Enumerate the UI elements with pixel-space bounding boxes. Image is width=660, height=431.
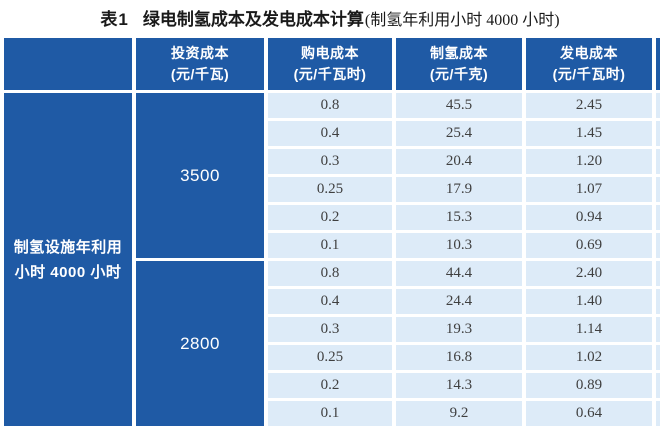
hydrogen-cost-cell: 17.9 bbox=[396, 177, 522, 202]
purchase-cost-cell: 0.25 bbox=[268, 345, 392, 370]
hydrogen-cost-cell: 19.3 bbox=[396, 317, 522, 342]
generation-cost-cell: 1.02 bbox=[526, 345, 652, 370]
header-generation-name: 发电成本 bbox=[560, 45, 618, 61]
purchase-cost-cell: 0.8 bbox=[268, 261, 392, 286]
hydrogen-cost-cell: 44.4 bbox=[396, 261, 522, 286]
generation-cost-cell: 2.40 bbox=[526, 261, 652, 286]
generation-cost-cell: 1.20 bbox=[526, 149, 652, 174]
table-row: 0.25 17.9 1.07 bbox=[4, 177, 660, 202]
header-investment-name: 投资成本 bbox=[171, 45, 229, 61]
generation-cost-cell: 1.45 bbox=[526, 121, 652, 146]
header-hydrogen-cost: 制氢成本 (元/千克) bbox=[396, 38, 522, 90]
row-label-line1: 制氢设施年利用 bbox=[13, 238, 123, 256]
cropped-cell bbox=[656, 345, 660, 370]
table-row: 0.3 19.3 1.14 bbox=[4, 317, 660, 342]
header-purchase-unit: (元/千瓦时) bbox=[293, 66, 367, 82]
hydrogen-cost-cell: 45.5 bbox=[396, 93, 522, 118]
header-generation-cost: 发电成本 (元/千瓦时) bbox=[526, 38, 652, 90]
hydrogen-cost-cell: 16.8 bbox=[396, 345, 522, 370]
table-row: 0.3 20.4 1.20 bbox=[4, 149, 660, 174]
header-hydrogen-unit: (元/千克) bbox=[429, 66, 489, 82]
hydrogen-cost-cell: 9.2 bbox=[396, 401, 522, 426]
header-corner-cell bbox=[4, 38, 132, 90]
purchase-cost-cell: 0.2 bbox=[268, 373, 392, 398]
purchase-cost-cell: 0.2 bbox=[268, 205, 392, 230]
generation-cost-cell: 2.45 bbox=[526, 93, 652, 118]
cropped-cell bbox=[656, 177, 660, 202]
purchase-cost-cell: 0.8 bbox=[268, 93, 392, 118]
table-row: 0.4 24.4 1.40 bbox=[4, 289, 660, 314]
cropped-cell bbox=[656, 93, 660, 118]
table-row: 0.4 25.4 1.45 bbox=[4, 121, 660, 146]
cropped-cell bbox=[656, 289, 660, 314]
hydrogen-cost-cell: 25.4 bbox=[396, 121, 522, 146]
cropped-cell bbox=[656, 205, 660, 230]
hydrogen-cost-cell: 10.3 bbox=[396, 233, 522, 258]
purchase-cost-cell: 0.3 bbox=[268, 149, 392, 174]
purchase-cost-cell: 0.1 bbox=[268, 401, 392, 426]
header-investment-cost: 投资成本 (元/千瓦) bbox=[136, 38, 264, 90]
caption-table-number: 表1 bbox=[100, 10, 129, 29]
table-row: 0.25 16.8 1.02 bbox=[4, 345, 660, 370]
cropped-cell bbox=[656, 317, 660, 342]
hydrogen-cost-cell: 14.3 bbox=[396, 373, 522, 398]
header-row: 投资成本 (元/千瓦) 购电成本 (元/千瓦时) 制氢成本 (元/千克) 发电成… bbox=[4, 38, 660, 90]
generation-cost-cell: 1.07 bbox=[526, 177, 652, 202]
generation-cost-cell: 1.14 bbox=[526, 317, 652, 342]
purchase-cost-cell: 0.4 bbox=[268, 121, 392, 146]
table-row: 0.2 15.3 0.94 bbox=[4, 205, 660, 230]
generation-cost-cell: 0.64 bbox=[526, 401, 652, 426]
table-row: 0.1 10.3 0.69 bbox=[4, 233, 660, 258]
hydrogen-cost-cell: 15.3 bbox=[396, 205, 522, 230]
header-cropped-cell bbox=[656, 38, 660, 90]
row-group-label: 制氢设施年利用 小时 4000 小时 bbox=[4, 93, 132, 426]
cropped-cell bbox=[656, 149, 660, 174]
caption-title: 绿电制氢成本及发电成本计算 bbox=[142, 10, 364, 29]
cropped-cell bbox=[656, 121, 660, 146]
purchase-cost-cell: 0.3 bbox=[268, 317, 392, 342]
header-purchase-cost: 购电成本 (元/千瓦时) bbox=[268, 38, 392, 90]
cropped-cell bbox=[656, 373, 660, 398]
investment-group-3500: 3500 bbox=[136, 93, 264, 258]
purchase-cost-cell: 0.25 bbox=[268, 177, 392, 202]
header-hydrogen-name: 制氢成本 bbox=[430, 45, 488, 61]
generation-cost-cell: 0.89 bbox=[526, 373, 652, 398]
hydrogen-cost-cell: 24.4 bbox=[396, 289, 522, 314]
row-label-line2: 小时 4000 小时 bbox=[14, 263, 122, 281]
table-row: 0.2 14.3 0.89 bbox=[4, 373, 660, 398]
cost-table: 投资成本 (元/千瓦) 购电成本 (元/千瓦时) 制氢成本 (元/千克) 发电成… bbox=[0, 35, 660, 429]
cropped-cell bbox=[656, 233, 660, 258]
table-row: 0.1 9.2 0.64 bbox=[4, 401, 660, 426]
generation-cost-cell: 1.40 bbox=[526, 289, 652, 314]
table-row: 2800 0.8 44.4 2.40 bbox=[4, 261, 660, 426]
header-generation-unit: (元/千瓦时) bbox=[552, 66, 626, 82]
table-caption: 表1 绿电制氢成本及发电成本计算 (制氢年利用小时 4000 小时) bbox=[0, 0, 660, 35]
header-investment-unit: (元/千瓦) bbox=[170, 66, 230, 82]
cropped-cell bbox=[656, 401, 660, 426]
header-purchase-name: 购电成本 bbox=[301, 45, 359, 61]
generation-cost-cell: 0.69 bbox=[526, 233, 652, 258]
investment-group-2800: 2800 bbox=[136, 261, 264, 426]
hydrogen-cost-cell: 20.4 bbox=[396, 149, 522, 174]
generation-cost-cell: 0.94 bbox=[526, 205, 652, 230]
table-row: 制氢设施年利用 小时 4000 小时 3500 0.8 45.5 2.45 bbox=[4, 93, 660, 426]
purchase-cost-cell: 0.4 bbox=[268, 289, 392, 314]
caption-parenthetical: (制氢年利用小时 4000 小时) bbox=[364, 11, 560, 29]
purchase-cost-cell: 0.1 bbox=[268, 233, 392, 258]
cropped-cell bbox=[656, 261, 660, 286]
